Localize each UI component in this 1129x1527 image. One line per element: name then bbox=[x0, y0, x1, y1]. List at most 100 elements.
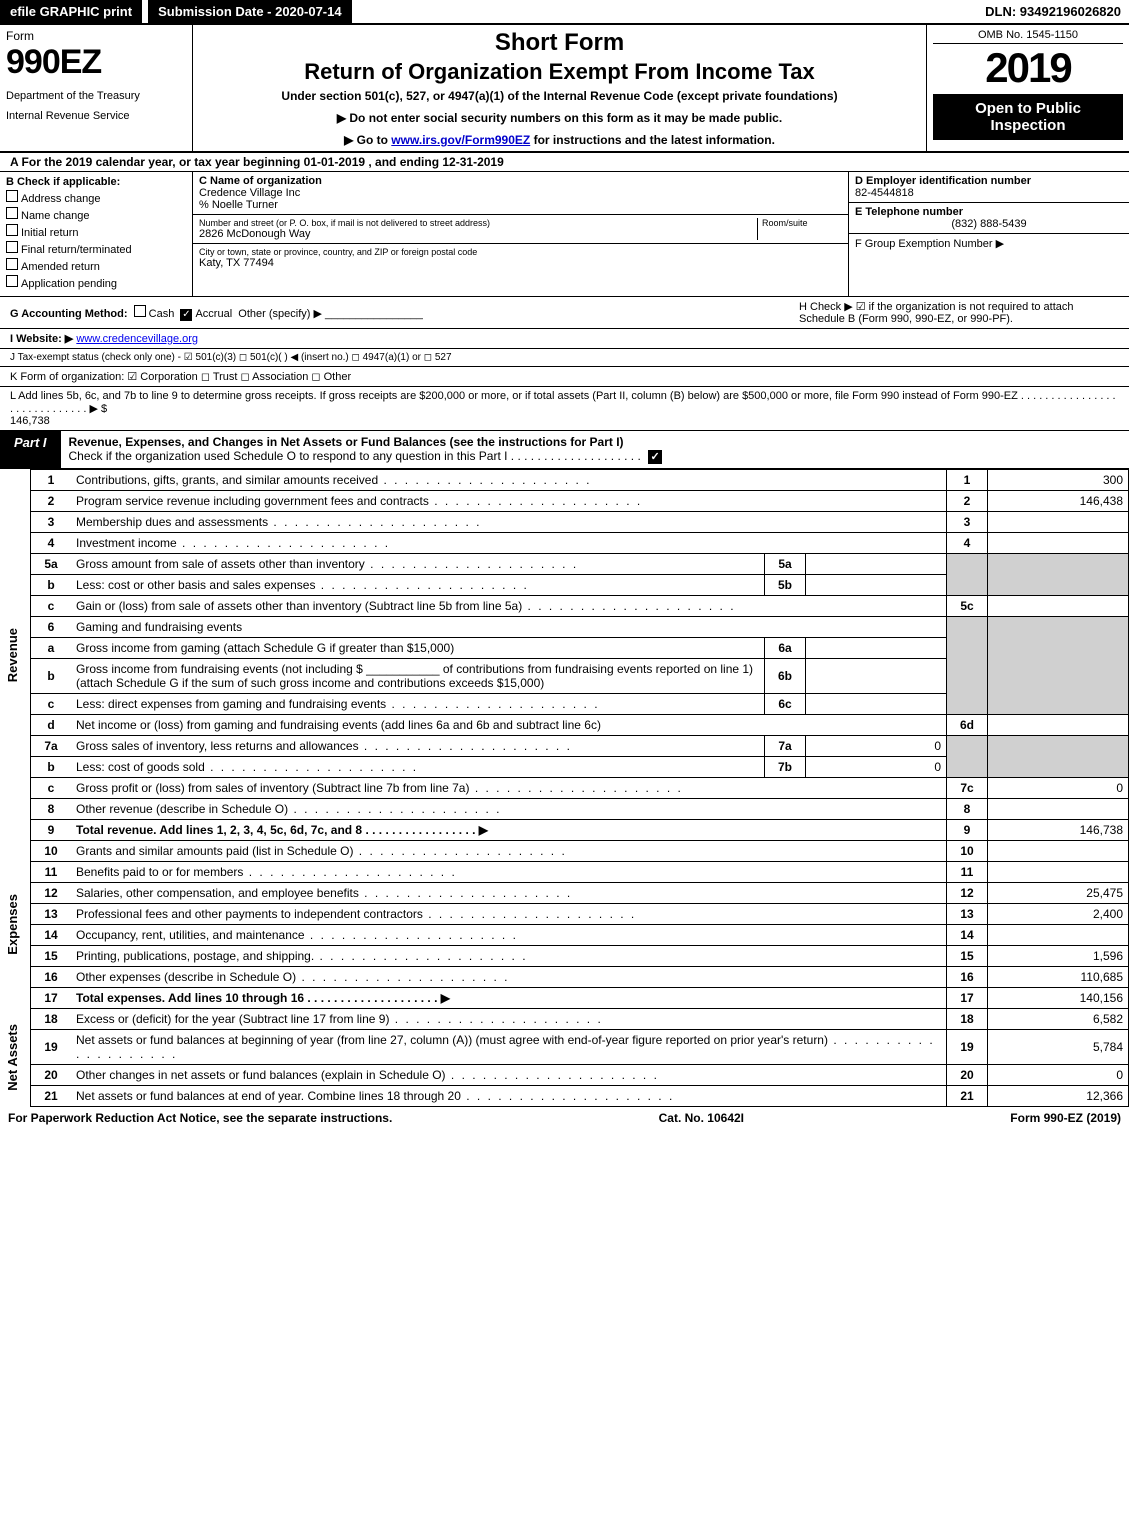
l17-no: 17 bbox=[31, 988, 72, 1009]
chk-cash[interactable] bbox=[134, 305, 146, 317]
chk-name[interactable] bbox=[6, 207, 18, 219]
l20-num: 20 bbox=[947, 1065, 988, 1086]
top-bar: efile GRAPHIC print Submission Date - 20… bbox=[0, 0, 1129, 25]
l18-num: 18 bbox=[947, 1009, 988, 1030]
chk-address[interactable] bbox=[6, 190, 18, 202]
line-l-amount: 146,738 bbox=[10, 415, 50, 427]
l15-num: 15 bbox=[947, 946, 988, 967]
l3-no: 3 bbox=[31, 512, 72, 533]
l15-desc: Printing, publications, postage, and shi… bbox=[71, 946, 947, 967]
line-l-text: L Add lines 5b, 6c, and 7b to line 9 to … bbox=[10, 390, 1119, 415]
part-1-header: Part I Revenue, Expenses, and Changes in… bbox=[0, 431, 1129, 469]
l7c-desc: Gross profit or (loss) from sales of inv… bbox=[71, 778, 947, 799]
l6d-num: 6d bbox=[947, 715, 988, 736]
l5a-desc: Gross amount from sale of assets other t… bbox=[71, 554, 765, 575]
l14-desc: Occupancy, rent, utilities, and maintena… bbox=[71, 925, 947, 946]
l14-no: 14 bbox=[31, 925, 72, 946]
tax-year: 2019 bbox=[933, 44, 1123, 92]
cash-label: Cash bbox=[149, 308, 175, 320]
l16-desc: Other expenses (describe in Schedule O) bbox=[71, 967, 947, 988]
l4-num: 4 bbox=[947, 533, 988, 554]
footer-left: For Paperwork Reduction Act Notice, see … bbox=[8, 1111, 392, 1125]
page-footer: For Paperwork Reduction Act Notice, see … bbox=[0, 1107, 1129, 1129]
l21-desc: Net assets or fund balances at end of ye… bbox=[71, 1086, 947, 1107]
l11-no: 11 bbox=[31, 862, 72, 883]
l5c-num: 5c bbox=[947, 596, 988, 617]
chk-initial-label: Initial return bbox=[21, 227, 78, 239]
l18-no: 18 bbox=[31, 1009, 72, 1030]
tel-label: E Telephone number bbox=[855, 206, 1123, 218]
l7b-sub: 7b bbox=[765, 757, 806, 778]
l7a-desc: Gross sales of inventory, less returns a… bbox=[71, 736, 765, 757]
l16-no: 16 bbox=[31, 967, 72, 988]
chk-address-label: Address change bbox=[21, 193, 101, 205]
chk-final-label: Final return/terminated bbox=[21, 244, 132, 256]
street-label: Number and street (or P. O. box, if mail… bbox=[199, 218, 757, 228]
lines-table: Revenue 1 Contributions, gifts, grants, … bbox=[0, 469, 1129, 1107]
l12-no: 12 bbox=[31, 883, 72, 904]
part-1-title: Revenue, Expenses, and Changes in Net As… bbox=[61, 431, 1129, 468]
under-section: Under section 501(c), 527, or 4947(a)(1)… bbox=[201, 89, 918, 103]
l20-val: 0 bbox=[988, 1065, 1129, 1086]
l8-val bbox=[988, 799, 1129, 820]
l5b-sub: 5b bbox=[765, 575, 806, 596]
l14-num: 14 bbox=[947, 925, 988, 946]
website-label: I Website: ▶ bbox=[10, 332, 73, 345]
l4-val bbox=[988, 533, 1129, 554]
l7a-sub: 7a bbox=[765, 736, 806, 757]
l17-val: 140,156 bbox=[988, 988, 1129, 1009]
l20-no: 20 bbox=[31, 1065, 72, 1086]
l21-no: 21 bbox=[31, 1086, 72, 1107]
l6a-sub: 6a bbox=[765, 638, 806, 659]
room-label: Room/suite bbox=[757, 218, 842, 240]
l17-num: 17 bbox=[947, 988, 988, 1009]
l5b-no: b bbox=[31, 575, 72, 596]
chk-final[interactable] bbox=[6, 241, 18, 253]
chk-pending[interactable] bbox=[6, 275, 18, 287]
l6d-val bbox=[988, 715, 1129, 736]
website-link[interactable]: www.credencevillage.org bbox=[76, 333, 198, 345]
l6-no: 6 bbox=[31, 617, 72, 638]
l1-desc: Contributions, gifts, grants, and simila… bbox=[71, 470, 947, 491]
line-g-h: G Accounting Method: Cash ✓Accrual Other… bbox=[0, 297, 1129, 329]
line-k: K Form of organization: ☑ Corporation ◻ … bbox=[0, 367, 1129, 387]
l12-val: 25,475 bbox=[988, 883, 1129, 904]
l6d-no: d bbox=[31, 715, 72, 736]
chk-accrual[interactable]: ✓ bbox=[180, 309, 192, 321]
footer-center: Cat. No. 10642I bbox=[659, 1111, 744, 1125]
l8-no: 8 bbox=[31, 799, 72, 820]
chk-amended[interactable] bbox=[6, 258, 18, 270]
col-d-right: D Employer identification number 82-4544… bbox=[849, 172, 1129, 296]
chk-initial[interactable] bbox=[6, 224, 18, 236]
submission-date: Submission Date - 2020-07-14 bbox=[148, 0, 352, 23]
dept-irs: Internal Revenue Service bbox=[6, 110, 186, 122]
l7b-desc: Less: cost of goods sold bbox=[71, 757, 765, 778]
line-j: J Tax-exempt status (check only one) - ☑… bbox=[0, 349, 1129, 367]
l21-num: 21 bbox=[947, 1086, 988, 1107]
org-name-label: C Name of organization bbox=[199, 175, 842, 187]
l7b-subval: 0 bbox=[806, 757, 947, 778]
ein: 82-4544818 bbox=[855, 187, 1123, 199]
l21-val: 12,366 bbox=[988, 1086, 1129, 1107]
form-label: Form bbox=[6, 29, 186, 43]
l6c-subval bbox=[806, 694, 947, 715]
form990ez-link[interactable]: www.irs.gov/Form990EZ bbox=[391, 133, 530, 147]
l11-num: 11 bbox=[947, 862, 988, 883]
ssn-warning: ▶ Do not enter social security numbers o… bbox=[201, 111, 918, 125]
city-label: City or town, state or province, country… bbox=[199, 247, 842, 257]
l5a-no: 5a bbox=[31, 554, 72, 575]
l7c-val: 0 bbox=[988, 778, 1129, 799]
l6b-no: b bbox=[31, 659, 72, 694]
form-header: Form 990EZ Department of the Treasury In… bbox=[0, 25, 1129, 153]
goto-suffix: for instructions and the latest informat… bbox=[534, 133, 775, 147]
l5c-no: c bbox=[31, 596, 72, 617]
part-1-label: Part I bbox=[0, 431, 61, 468]
l9-no: 9 bbox=[31, 820, 72, 841]
l2-val: 146,438 bbox=[988, 491, 1129, 512]
l19-desc: Net assets or fund balances at beginning… bbox=[71, 1030, 947, 1065]
l18-desc: Excess or (deficit) for the year (Subtra… bbox=[71, 1009, 947, 1030]
dept-treasury: Department of the Treasury bbox=[6, 90, 186, 102]
other-label: Other (specify) ▶ bbox=[238, 308, 322, 320]
l13-no: 13 bbox=[31, 904, 72, 925]
part-1-checkbox-icon: ✓ bbox=[648, 450, 662, 464]
